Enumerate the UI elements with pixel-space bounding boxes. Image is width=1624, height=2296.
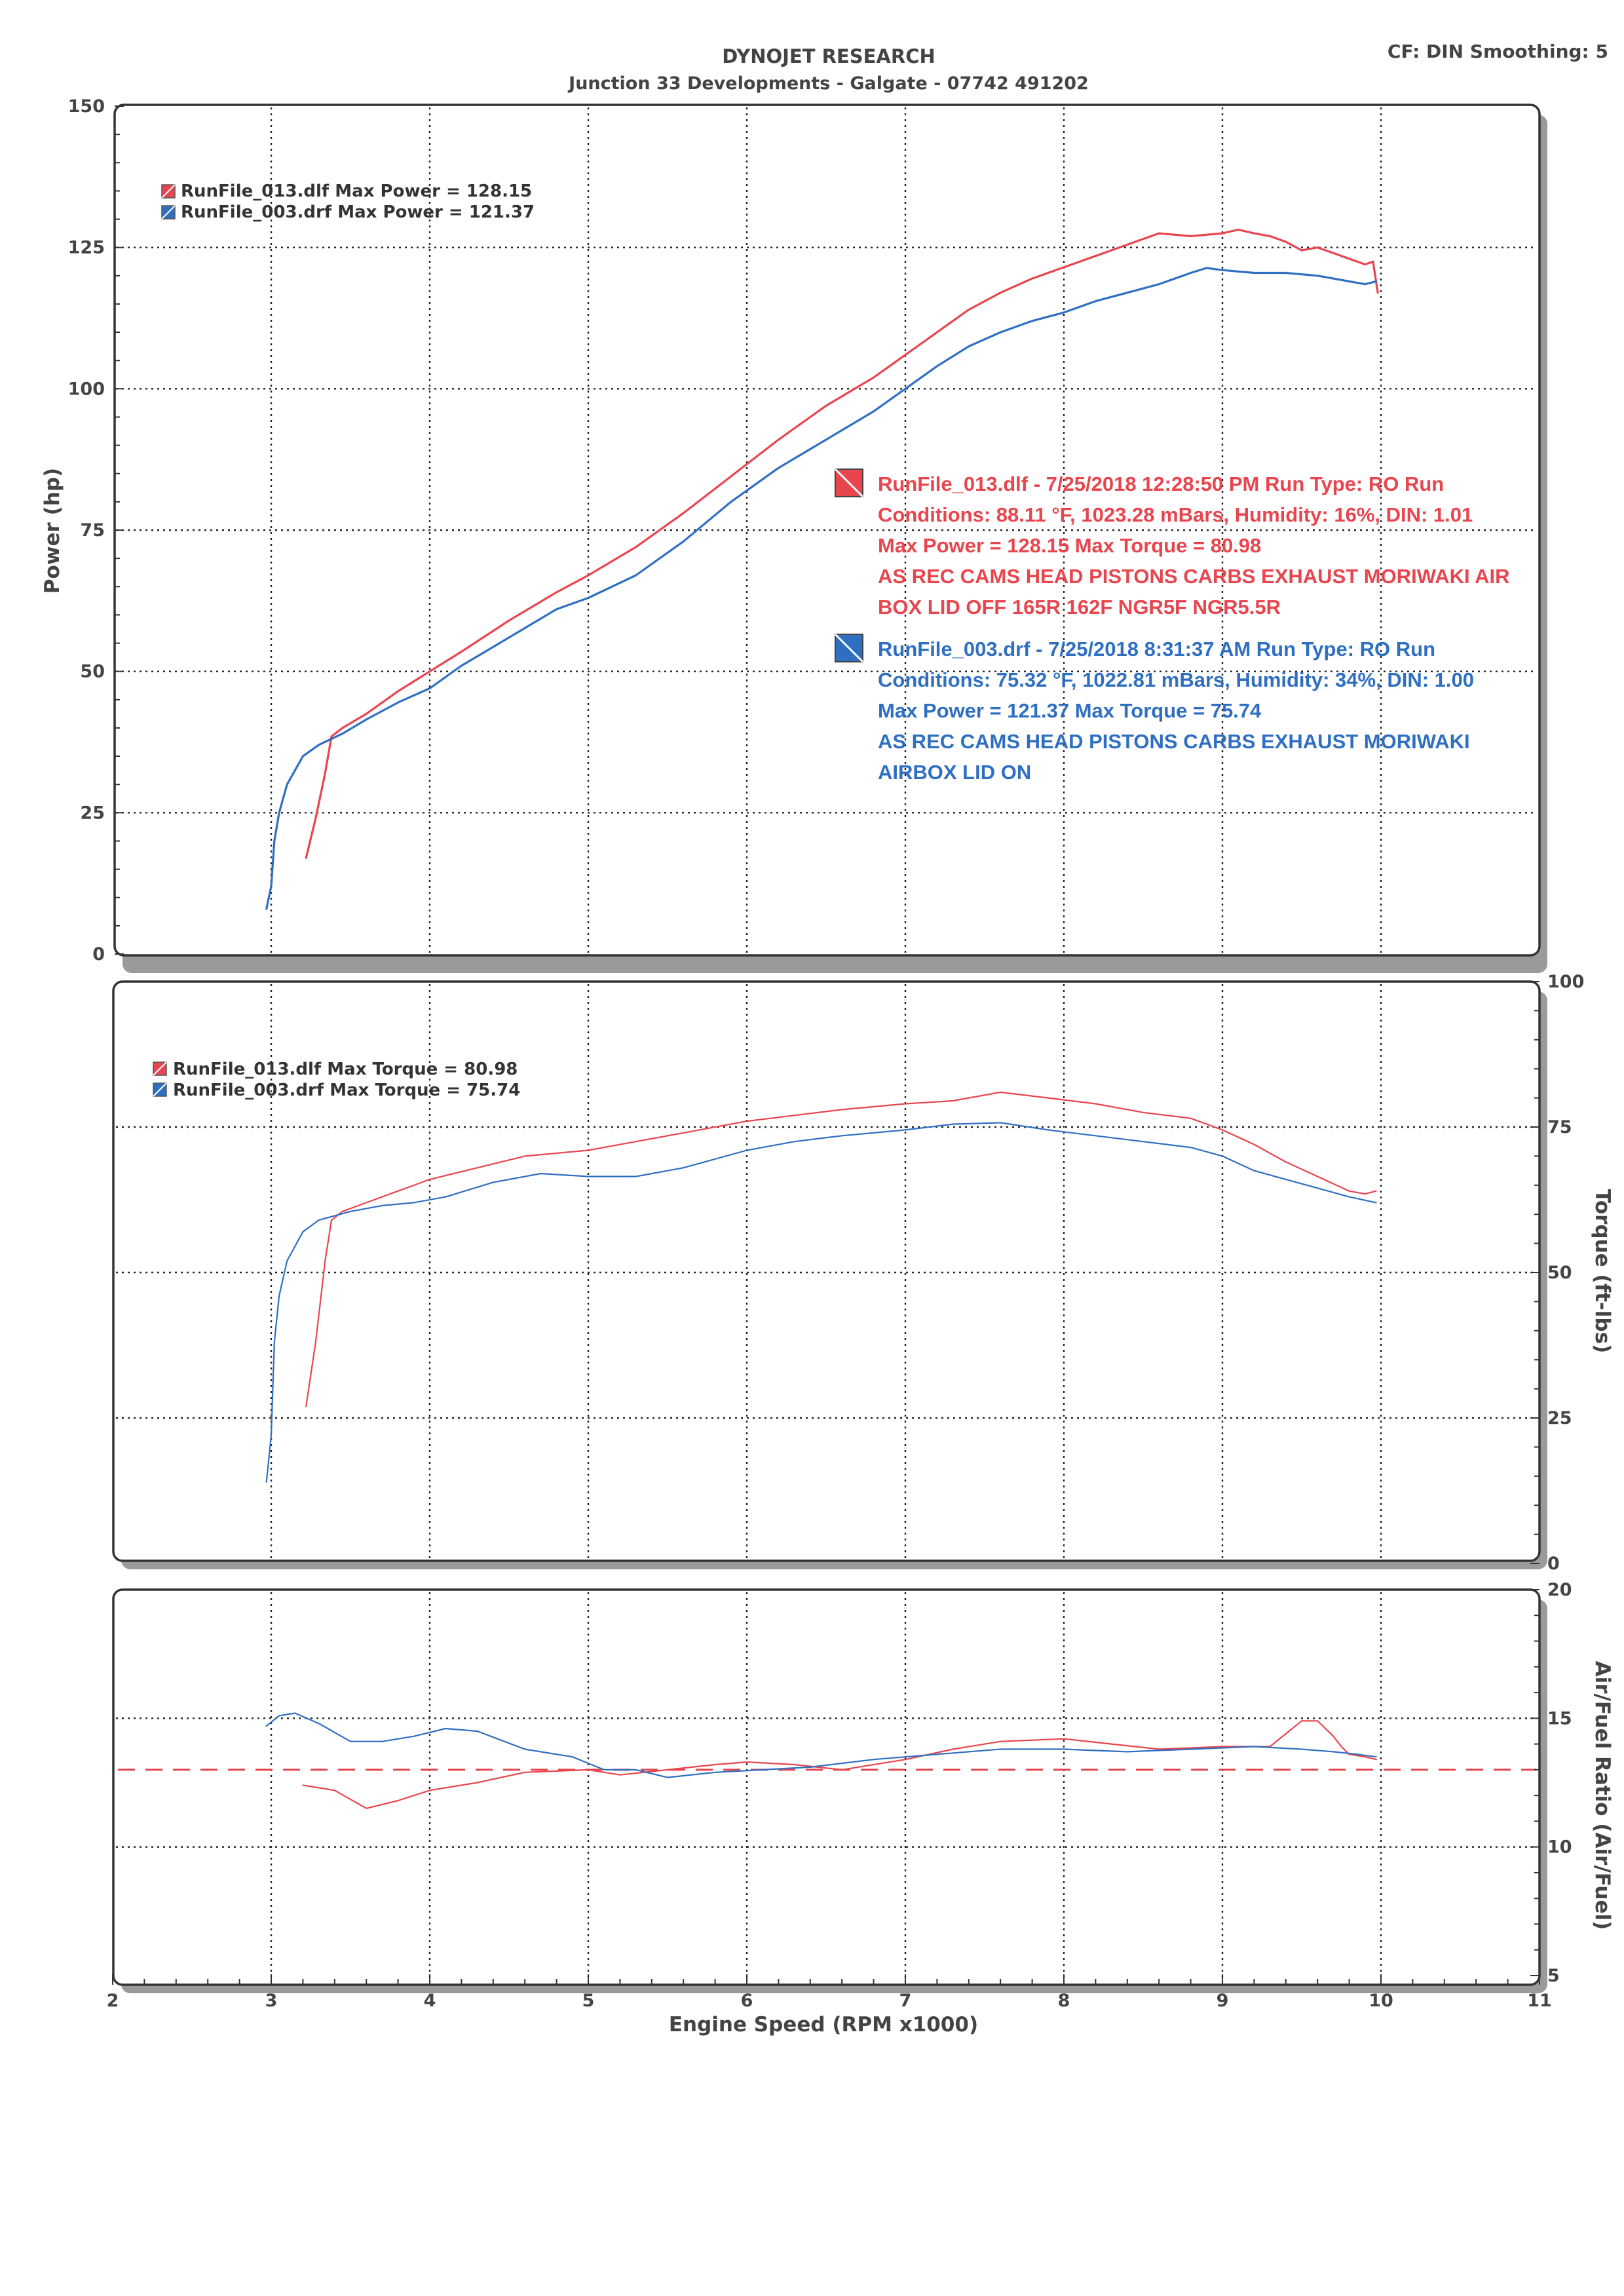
afr-y-tick-label: 20 — [1547, 1580, 1572, 1600]
torque-y-tick-label: 100 — [1547, 972, 1584, 992]
run2-note-swatch — [834, 633, 864, 663]
torque-series-run2 — [265, 1122, 1377, 1483]
torque-legend-run1: RunFile_013.dlf Max Torque = 80.98 — [173, 1060, 518, 1079]
afr-panel: 5 10 15 20 Air/Fuel Ratio (Air/Fuel) — [112, 1580, 1614, 1993]
power-y-tick-label: 50 — [80, 662, 105, 682]
x-tick-label: 7 — [899, 1991, 912, 2011]
afr-y-tick-label: 5 — [1547, 1966, 1560, 1986]
x-tick-label: 10 — [1369, 1991, 1393, 2011]
afr-grid — [116, 1592, 1537, 1982]
x-tick-label: 5 — [582, 1991, 595, 2011]
torque-y-tick-label: 75 — [1547, 1117, 1572, 1138]
torque-y-axis-label: Torque (ft-lbs) — [1591, 1189, 1614, 1353]
power-series — [265, 228, 1379, 910]
afr-series-run2 — [265, 1712, 1377, 1778]
x-tick-label: 3 — [265, 1991, 278, 2011]
power-legend-run2: RunFile_003.drf Max Power = 121.37 — [181, 202, 535, 222]
torque-y-tick-label: 0 — [1547, 1554, 1560, 1574]
run1-note-line-4: AS REC CAMS HEAD PISTONS CARBS EXHAUST M… — [878, 565, 1510, 588]
afr-panel-frame — [112, 1588, 1541, 1986]
x-tick-label: 4 — [424, 1991, 436, 2011]
run1-note-line-3: Max Power = 128.15 Max Torque = 80.98 — [878, 534, 1261, 557]
power-legend-swatch-run2 — [161, 205, 176, 220]
power-legend-run1: RunFile_013.dlf Max Power = 128.15 — [181, 182, 532, 201]
torque-panel: 0 25 50 75 100 Torque (ft-lbs) RunFile_013.d… — [112, 972, 1614, 1574]
torque-legend-swatch-run2 — [153, 1082, 167, 1097]
x-tick-label: 8 — [1058, 1991, 1070, 2011]
run-notes: RunFile_013.dlf - 7/25/2018 12:28:50 PM … — [834, 468, 1510, 784]
power-y-axis-label: Power (hp) — [41, 468, 64, 594]
power-legend: RunFile_013.dlf Max Power = 128.15 RunFi… — [161, 182, 535, 222]
power-panel: 0 25 50 75 100 125 150 Power (hp) RunFile_013.… — [41, 96, 1547, 973]
power-y-tick-label: 125 — [68, 238, 105, 258]
power-y-tick-label: 75 — [80, 520, 105, 541]
run2-note-line-3: Max Power = 121.37 Max Torque = 75.74 — [878, 699, 1262, 722]
afr-series — [265, 1712, 1377, 1809]
power-y-tick-label: 150 — [68, 96, 105, 117]
torque-series — [265, 1091, 1377, 1483]
torque-y-tick-label: 50 — [1547, 1263, 1572, 1283]
x-axis-label: Engine Speed (RPM x1000) — [669, 2013, 978, 2037]
torque-legend-run2: RunFile_003.drf Max Torque = 75.74 — [173, 1081, 520, 1100]
power-y-ticks: 0 25 50 75 100 125 150 — [68, 96, 124, 965]
chart-title: DYNOJET RESEARCH — [722, 45, 935, 67]
power-series-run1 — [305, 228, 1379, 859]
x-tick-label: 11 — [1527, 1991, 1552, 2011]
afr-y-tick-label: 10 — [1547, 1837, 1572, 1858]
afr-y-axis-label: Air/Fuel Ratio (Air/Fuel) — [1591, 1661, 1614, 1930]
afr-y-tick-label: 15 — [1547, 1708, 1572, 1729]
torque-series-run1 — [305, 1091, 1377, 1407]
run1-note-line-1: RunFile_013.dlf - 7/25/2018 12:28:50 PM … — [878, 472, 1444, 495]
torque-grid — [116, 984, 1537, 1558]
run2-note-line-5: AIRBOX LID ON — [878, 761, 1031, 784]
power-grid — [116, 107, 1537, 953]
power-legend-swatch-run1 — [161, 184, 176, 199]
power-y-tick-label: 100 — [68, 379, 105, 399]
x-tick-label: 6 — [741, 1991, 753, 2011]
run2-note-line-4: AS REC CAMS HEAD PISTONS CARBS EXHAUST M… — [878, 730, 1470, 753]
afr-y-ticks: 5 10 15 20 — [1530, 1580, 1572, 1986]
run1-note-swatch — [834, 468, 864, 498]
torque-legend: RunFile_013.dlf Max Torque = 80.98 RunFi… — [153, 1060, 520, 1100]
torque-legend-swatch-run1 — [153, 1062, 167, 1076]
x-tick-label: 2 — [107, 1991, 119, 2011]
x-tick-label: 9 — [1217, 1991, 1229, 2011]
power-y-tick-label: 25 — [80, 803, 105, 823]
run2-note-line-2: Conditions: 75.32 °F, 1022.81 mBars, Hum… — [878, 668, 1474, 691]
chart-subtitle: Junction 33 Developments - Galgate - 077… — [567, 73, 1089, 94]
x-axis-ticks: 2 3 4 5 6 7 8 9 10 11 — [107, 1974, 1552, 2011]
settings-label: CF: DIN Smoothing: 5 — [1388, 41, 1608, 62]
torque-y-ticks: 0 25 50 75 100 — [1530, 972, 1584, 1574]
run1-note-line-5: BOX LID OFF 165R 162F NGR5F NGR5.5R — [878, 596, 1281, 619]
run2-note-line-1: RunFile_003.drf - 7/25/2018 8:31:37 AM R… — [878, 638, 1435, 660]
power-y-tick-label: 0 — [92, 944, 105, 965]
run1-note-line-2: Conditions: 88.11 °F, 1023.28 mBars, Hum… — [878, 503, 1473, 526]
torque-y-tick-label: 25 — [1547, 1408, 1572, 1428]
power-series-run2 — [265, 267, 1378, 910]
